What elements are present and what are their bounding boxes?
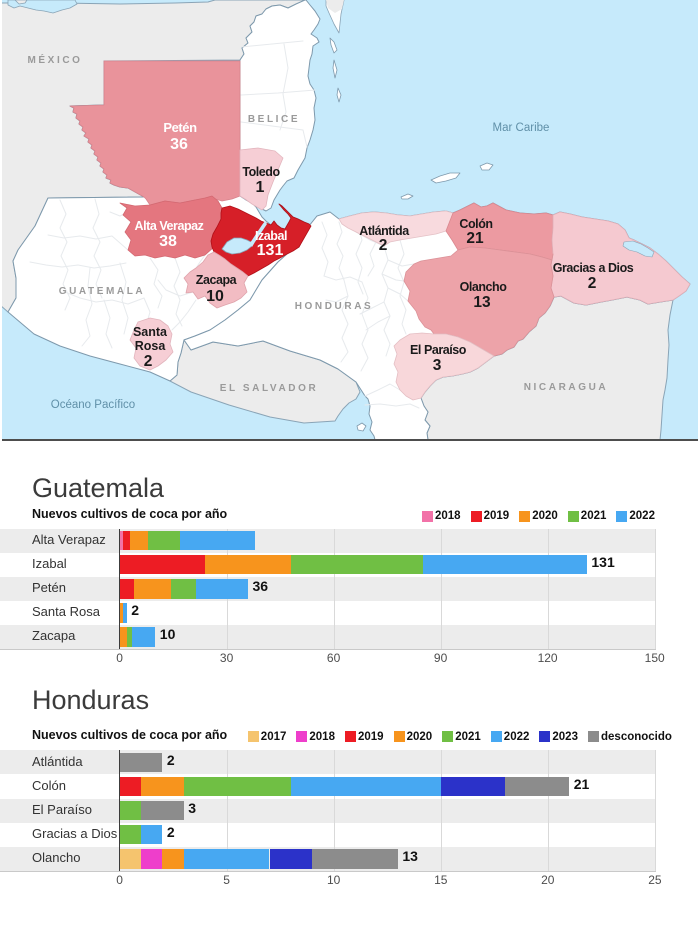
svg-text:Océano Pacífico: Océano Pacífico (51, 399, 135, 411)
svg-text:NICARAGUA: NICARAGUA (524, 382, 609, 393)
svg-text:Colón: Colón (459, 217, 492, 231)
svg-text:BELICE: BELICE (248, 114, 300, 125)
svg-text:36: 36 (170, 136, 188, 153)
svg-text:Toledo: Toledo (242, 165, 280, 179)
svg-text:Mar Caribe: Mar Caribe (493, 122, 550, 134)
svg-text:Olancho: Olancho (460, 280, 508, 294)
svg-text:MÉXICO: MÉXICO (27, 53, 82, 66)
svg-text:131: 131 (257, 242, 284, 259)
svg-text:Santa: Santa (133, 325, 168, 339)
svg-text:3: 3 (433, 357, 442, 374)
svg-text:13: 13 (473, 294, 491, 311)
svg-text:EL SALVADOR: EL SALVADOR (220, 383, 319, 394)
svg-text:GUATEMALA: GUATEMALA (59, 286, 146, 297)
svg-text:38: 38 (159, 233, 177, 250)
svg-text:10: 10 (206, 288, 224, 305)
svg-text:2: 2 (379, 237, 388, 254)
svg-text:Zacapa: Zacapa (196, 273, 238, 287)
svg-text:Petén: Petén (163, 120, 197, 135)
svg-text:El Paraíso: El Paraíso (410, 343, 467, 357)
svg-text:Gracias a Dios: Gracias a Dios (553, 261, 634, 275)
svg-text:HONDURAS: HONDURAS (295, 301, 374, 312)
svg-text:1: 1 (256, 179, 265, 196)
svg-text:2: 2 (144, 353, 153, 370)
svg-text:Atlántida: Atlántida (359, 224, 410, 238)
svg-text:21: 21 (466, 230, 484, 247)
svg-text:2: 2 (588, 275, 597, 292)
svg-text:Alta Verapaz: Alta Verapaz (135, 219, 204, 233)
svg-text:Izabal: Izabal (255, 229, 287, 243)
svg-text:Rosa: Rosa (135, 339, 167, 353)
